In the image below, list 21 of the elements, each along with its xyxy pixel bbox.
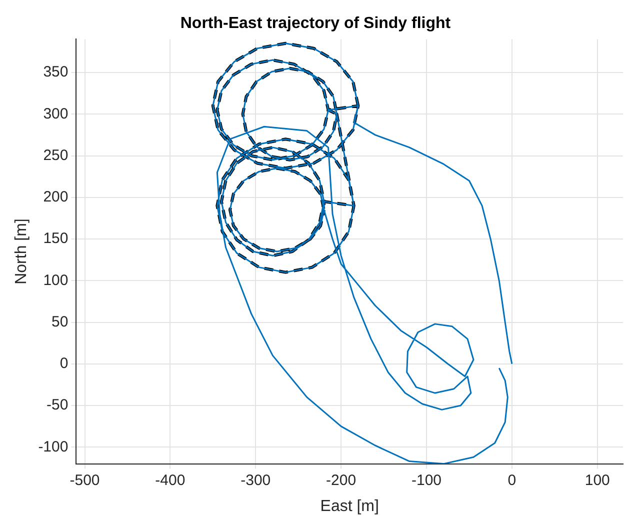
y-tick-label: 0 bbox=[60, 355, 68, 372]
chart-title: North-East trajectory of Sindy flight bbox=[180, 15, 452, 32]
y-tick-label: 50 bbox=[52, 313, 68, 330]
x-tick-label: -100 bbox=[411, 472, 442, 489]
y-tick-label: 350 bbox=[43, 64, 68, 81]
x-tick-label: 100 bbox=[584, 472, 610, 489]
y-tick-label: 250 bbox=[43, 146, 68, 164]
y-axis-title: North [m] bbox=[13, 218, 30, 284]
x-tick-label: -500 bbox=[70, 472, 100, 489]
x-tick-label: 0 bbox=[508, 472, 516, 489]
y-tick-label: 100 bbox=[43, 272, 68, 289]
x-tick-label: -400 bbox=[155, 472, 186, 489]
y-tick-label: 300 bbox=[43, 105, 68, 122]
x-axis-title: East [m] bbox=[320, 498, 379, 515]
y-tick-label: -50 bbox=[46, 396, 68, 414]
y-tick-label: -100 bbox=[38, 438, 68, 456]
x-tick-label: -200 bbox=[326, 472, 356, 489]
y-tick-label: 200 bbox=[43, 188, 68, 206]
y-tick-label: 150 bbox=[43, 230, 68, 248]
line-series bbox=[211, 42, 360, 274]
x-tick-label: -300 bbox=[240, 472, 271, 489]
